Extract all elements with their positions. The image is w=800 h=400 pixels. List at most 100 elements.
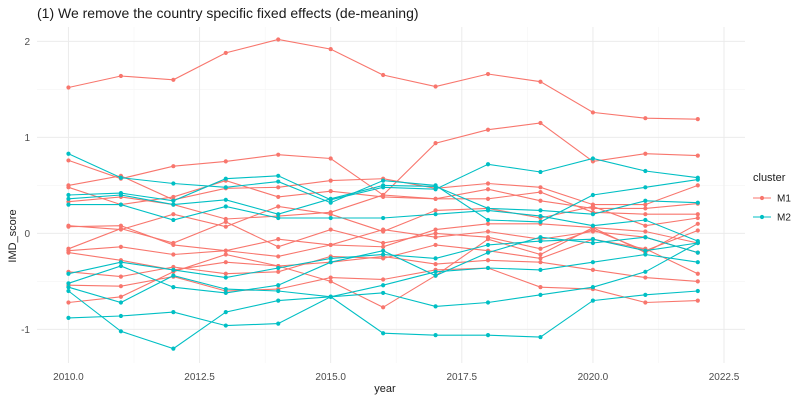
data-point (433, 208, 438, 213)
legend: cluster M1 M2 (753, 172, 791, 224)
data-point (381, 240, 386, 246)
x-tick-label: 2010.0 (53, 372, 84, 383)
data-point (328, 215, 333, 221)
data-point (695, 175, 700, 180)
data-point (538, 246, 543, 251)
data-point (66, 271, 71, 276)
x-tick-label: 2015.0 (315, 372, 346, 383)
data-point (276, 215, 281, 221)
data-point (118, 175, 124, 180)
data-point (538, 238, 543, 244)
data-point (590, 237, 596, 242)
data-point (590, 260, 596, 265)
y-tick-label: 2 (24, 37, 30, 48)
legend-key-point (759, 195, 765, 201)
data-point (538, 219, 543, 224)
data-point (538, 260, 543, 265)
data-point (695, 117, 700, 122)
data-point (223, 185, 228, 190)
data-point (538, 79, 543, 84)
data-point (276, 173, 281, 178)
data-point (381, 178, 386, 183)
data-point (66, 192, 71, 198)
data-point (118, 284, 124, 289)
data-point (381, 331, 386, 336)
data-point (328, 256, 333, 261)
data-point (276, 204, 281, 209)
series-m2-21 (66, 288, 700, 340)
data-point (538, 120, 543, 126)
data-point (276, 269, 281, 274)
data-point (695, 183, 700, 188)
y-tick-label: 1 (24, 133, 30, 144)
y-tick-label: 0 (24, 229, 30, 240)
x-tick-label: 2012.5 (184, 372, 215, 383)
data-point (485, 258, 491, 263)
data-point (171, 181, 176, 186)
data-point (643, 202, 648, 207)
data-point (485, 181, 491, 186)
data-point (328, 227, 333, 232)
data-point (223, 248, 228, 253)
data-point (381, 283, 386, 288)
data-point (590, 285, 596, 290)
data-point (485, 237, 491, 242)
data-point (433, 235, 438, 240)
data-point (381, 192, 386, 198)
data-point (223, 275, 228, 280)
data-point (66, 196, 71, 201)
data-point (485, 300, 491, 305)
data-point (66, 248, 71, 253)
data-point (66, 288, 71, 294)
data-point (171, 217, 176, 223)
data-point (328, 279, 333, 284)
data-point (171, 198, 176, 203)
data-point (328, 275, 333, 280)
data-point (485, 208, 491, 213)
data-point (223, 224, 228, 229)
data-point (381, 183, 386, 188)
data-point (223, 176, 228, 181)
chart-title: (1) We remove the country specific fixed… (37, 5, 419, 21)
data-point (118, 313, 124, 319)
data-point (223, 159, 228, 164)
data-point (328, 156, 333, 161)
data-point (118, 223, 124, 228)
data-point (328, 242, 333, 248)
data-point (118, 73, 124, 79)
series-m2-22 (66, 240, 700, 309)
data-point (171, 264, 176, 270)
data-point (433, 242, 438, 248)
legend-item-m1: M1 (753, 194, 791, 205)
data-point (485, 229, 491, 234)
data-point (223, 310, 228, 315)
data-point (171, 252, 176, 257)
data-point (171, 267, 176, 272)
data-point (695, 260, 700, 265)
data-point (276, 265, 281, 271)
data-point (433, 304, 438, 309)
data-point (328, 212, 333, 217)
data-point (381, 305, 386, 310)
data-point (381, 248, 386, 253)
data-point (276, 37, 281, 42)
data-point (276, 237, 281, 242)
data-point (643, 206, 648, 211)
data-point (433, 141, 438, 146)
data-point (695, 288, 700, 294)
data-point (118, 260, 124, 265)
data-point (381, 215, 386, 221)
data-point (276, 321, 281, 326)
data-point (381, 277, 386, 282)
data-point (118, 192, 124, 198)
data-point (538, 334, 543, 340)
data-point (538, 198, 543, 203)
data-point (485, 196, 491, 201)
data-point (433, 269, 438, 274)
data-point (276, 254, 281, 259)
data-point (381, 290, 386, 296)
series-m2-17 (66, 202, 700, 244)
data-point (433, 212, 438, 217)
data-point (695, 200, 700, 205)
